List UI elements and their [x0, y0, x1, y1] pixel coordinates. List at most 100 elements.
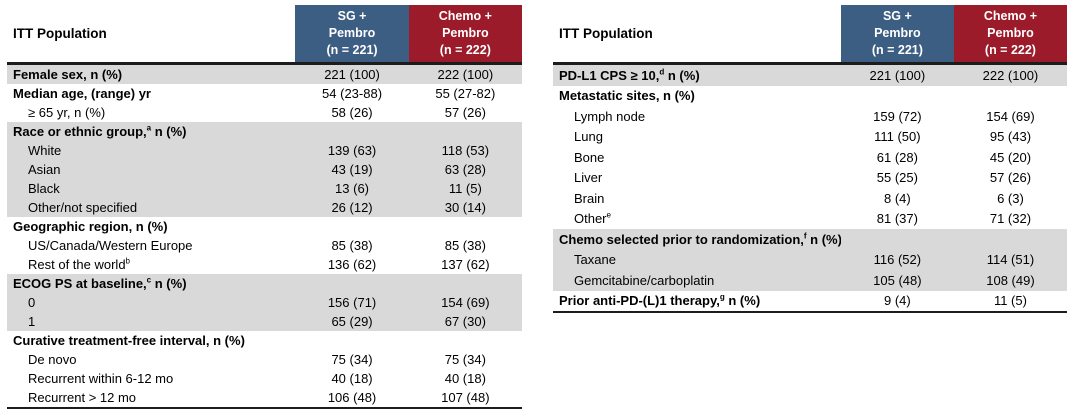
row-value: 65 (29): [331, 314, 373, 329]
row-label: Othere: [574, 211, 611, 227]
column-header-sg-pembro: SG + Pembro (n = 221): [840, 5, 954, 62]
row-value: 43 (19): [331, 162, 373, 177]
row-value: 108 (49): [986, 272, 1035, 288]
row-value: 81 (37): [876, 211, 918, 227]
row-value: 156 (71): [327, 295, 377, 310]
row-value: 45 (20): [989, 149, 1032, 165]
row-value: 221 (100): [869, 67, 926, 83]
row-value: 67 (30): [444, 314, 486, 329]
row-label: Lymph node: [574, 108, 646, 124]
column-header-line: Pembro: [987, 26, 1034, 40]
table-row: Taxane 116 (52) 114 (51): [553, 249, 1067, 270]
row-value: 114 (51): [986, 252, 1035, 268]
row-value: 11 (5): [448, 181, 482, 196]
row-value: 118 (53): [441, 143, 490, 158]
row-value: 137 (62): [441, 257, 490, 272]
column-header-line: (n = 222): [984, 43, 1036, 57]
table-row: 0 156 (71) 154 (69): [7, 293, 522, 312]
table-row: Geographic region, n (%): [7, 217, 522, 236]
table-row: Female sex, n (%) 221 (100) 222 (100): [7, 65, 522, 84]
column-header-sg-pembro: SG + Pembro (n = 221): [295, 5, 409, 62]
table-body: PD-L1 CPS ≥ 10,d n (%) 221 (100) 222 (100)…: [553, 65, 1067, 313]
table-row: Gemcitabine/carboplatin 105 (48) 108 (49): [553, 270, 1067, 291]
column-header-chemo-pembro: Chemo + Pembro (n = 222): [408, 5, 522, 62]
baseline-table-right: ITT Population SG + Pembro (n = 221) Che…: [553, 5, 1067, 313]
baseline-table-left: ITT Population SG + Pembro (n = 221) Che…: [7, 5, 522, 409]
row-value: 85 (38): [331, 238, 373, 253]
column-header-line: (n = 222): [439, 43, 491, 57]
table-row: PD-L1 CPS ≥ 10,d n (%) 221 (100) 222 (100): [553, 65, 1067, 86]
table-row: ≥ 65 yr, n (%) 58 (26) 57 (26): [7, 103, 522, 122]
row-label: Recurrent within 6-12 mo: [28, 371, 174, 386]
table-row: US/Canada/Western Europe 85 (38) 85 (38): [7, 236, 522, 255]
row-label: White: [28, 143, 62, 158]
row-label: Gemcitabine/carboplatin: [574, 272, 715, 288]
table-row: ECOG PS at baseline,c n (%): [7, 274, 522, 293]
row-value: 71 (32): [989, 211, 1032, 227]
table-row: Othere 81 (37) 71 (32): [553, 209, 1067, 230]
table-row: Prior anti-PD-(L)1 therapy,g n (%) 9 (4) 1…: [553, 291, 1067, 312]
corner-label-itt-population: ITT Population: [559, 26, 653, 41]
row-value: 75 (34): [444, 352, 486, 367]
row-value: 85 (38): [444, 238, 486, 253]
table-row: Metastatic sites, n (%): [553, 86, 1067, 107]
row-label: Geographic region, n (%): [13, 219, 168, 234]
row-value: 63 (28): [444, 162, 486, 177]
row-label: Prior anti-PD-(L)1 therapy,g n (%): [559, 293, 761, 309]
row-value: 136 (62): [327, 257, 377, 272]
row-label: Recurrent > 12 mo: [28, 390, 137, 405]
footnote-marker: f: [803, 231, 807, 241]
row-value: 58 (26): [331, 105, 373, 120]
row-value: 111 (50): [874, 129, 921, 145]
row-value: 26 (12): [331, 200, 373, 215]
footnote-marker: g: [719, 293, 725, 302]
footnote-marker: d: [659, 67, 665, 77]
row-label: Race or ethnic group,a n (%): [13, 124, 187, 139]
row-label: Lung: [574, 129, 603, 145]
row-label: US/Canada/Western Europe: [28, 238, 193, 253]
row-value: 55 (25): [876, 170, 918, 186]
row-value: 139 (63): [327, 143, 377, 158]
row-label: Metastatic sites, n (%): [559, 88, 695, 104]
row-label: Chemo selected prior to randomization,f …: [559, 231, 841, 247]
table-row: Curative treatment-free interval, n (%): [7, 331, 522, 350]
footnote-marker: e: [606, 211, 611, 220]
row-label: 1: [28, 314, 36, 329]
row-value: 95 (43): [989, 129, 1032, 145]
table-row: Median age, (range) yr 54 (23-88) 55 (27-8…: [7, 84, 522, 103]
table-body: Female sex, n (%) 221 (100) 222 (100) Media…: [7, 65, 522, 409]
row-value: 106 (48): [327, 390, 377, 405]
row-label: Bone: [574, 149, 605, 165]
row-value: 6 (3): [997, 190, 1024, 206]
row-label: ≥ 65 yr, n (%): [28, 105, 106, 120]
row-value: 154 (69): [986, 108, 1035, 124]
table-row: Recurrent > 12 mo 106 (48) 107 (48): [7, 388, 522, 407]
column-header-line: Chemo +: [983, 9, 1038, 23]
row-label: Female sex, n (%): [13, 67, 123, 82]
footnote-marker: b: [125, 257, 131, 266]
footnote-marker: a: [146, 124, 152, 133]
row-label: Curative treatment-free interval, n (%): [13, 333, 245, 348]
table-row: Brain 8 (4) 6 (3): [553, 188, 1067, 209]
row-label: PD-L1 CPS ≥ 10,d n (%): [559, 67, 700, 83]
row-value: 40 (18): [444, 371, 486, 386]
column-header-line: Pembro: [328, 26, 376, 40]
table-row: Recurrent within 6-12 mo 40 (18) 40 (18): [7, 369, 522, 388]
row-value: 11 (5): [993, 293, 1027, 309]
row-label: 0: [28, 295, 36, 310]
table-row: Race or ethnic group,a n (%): [7, 122, 522, 141]
table-row: White 139 (63) 118 (53): [7, 141, 522, 160]
row-label: ECOG PS at baseline,c n (%): [13, 276, 187, 291]
row-label: Black: [28, 181, 60, 196]
table-row: Other/not specified 26 (12) 30 (14): [7, 198, 522, 217]
row-value: 105 (48): [873, 272, 922, 288]
row-value: 9 (4): [884, 293, 911, 309]
row-label: Median age, (range) yr: [13, 86, 151, 101]
table-row: Asian 43 (19) 63 (28): [7, 160, 522, 179]
row-label: Asian: [28, 162, 61, 177]
row-value: 154 (69): [441, 295, 490, 310]
column-header-line: Chemo +: [438, 9, 492, 23]
table-row: Lymph node 159 (72) 154 (69): [553, 106, 1067, 127]
column-header-line: Pembro: [874, 26, 921, 40]
